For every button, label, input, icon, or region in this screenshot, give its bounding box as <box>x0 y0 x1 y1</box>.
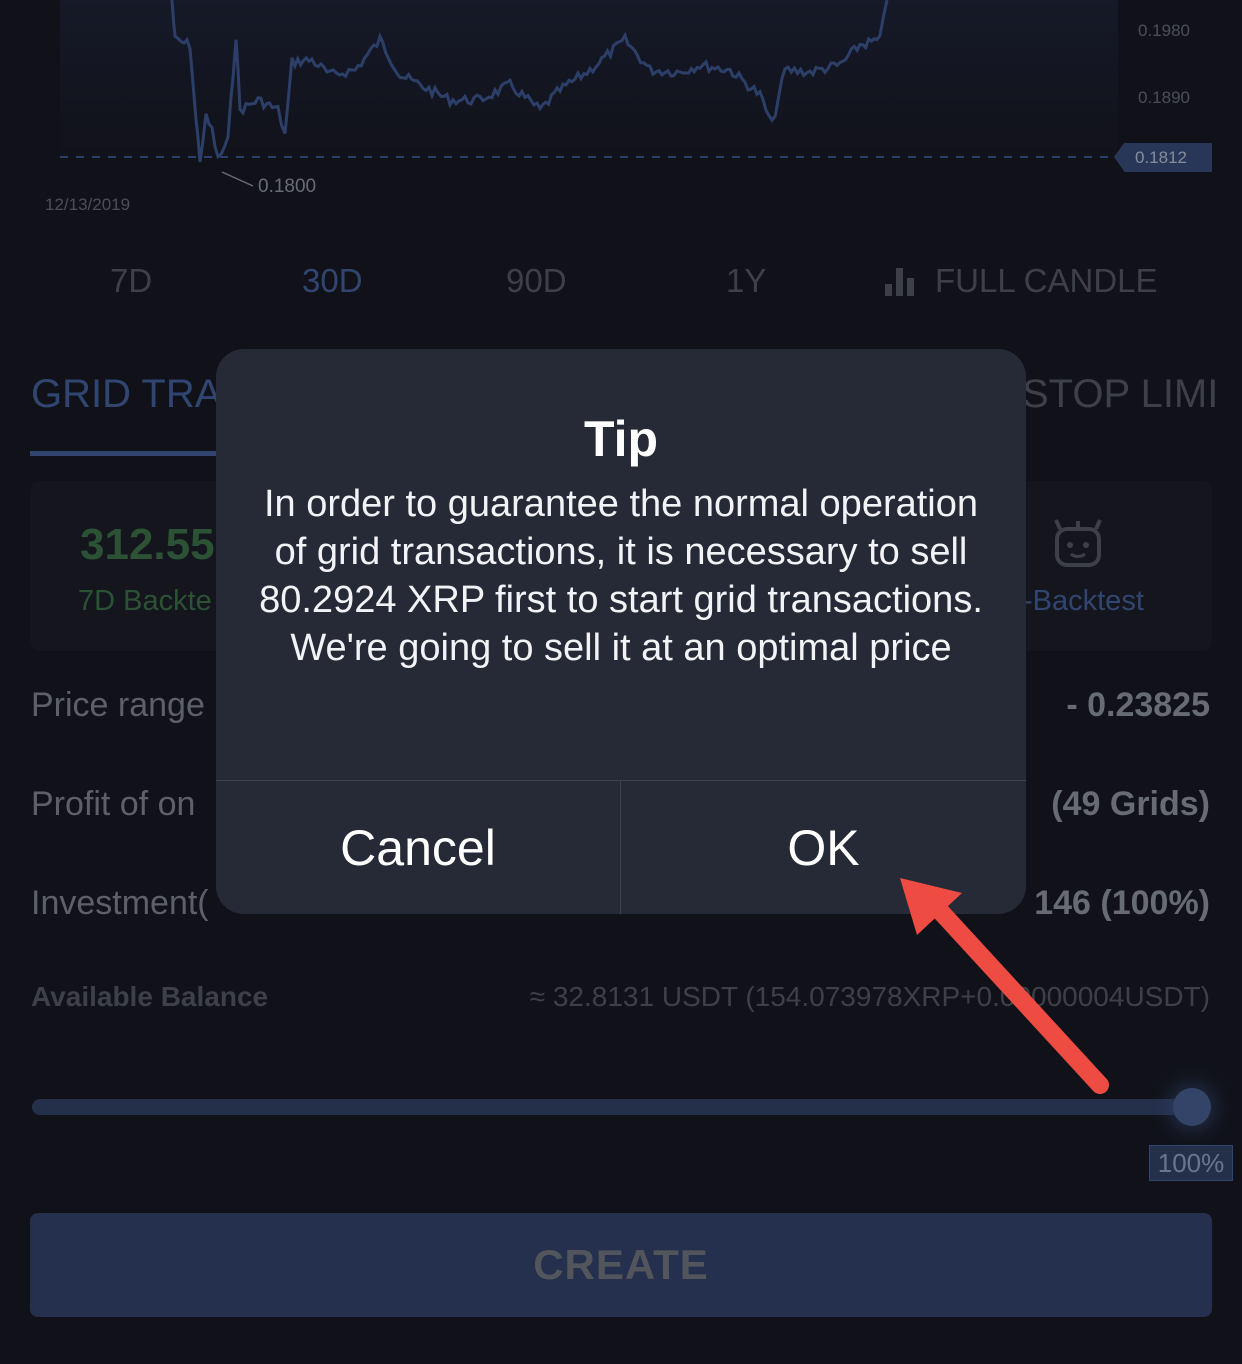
create-button[interactable]: CREATE <box>30 1213 1212 1317</box>
price-range-label: Price range <box>31 686 205 724</box>
tab-1y[interactable]: 1Y <box>726 262 767 299</box>
price-series-line <box>170 0 889 163</box>
tab-30d[interactable]: 30D <box>302 262 363 299</box>
price-range-value: - 0.23825 <box>1066 686 1210 724</box>
bar-chart-icon <box>885 266 917 296</box>
investment-value: 146 (100%) <box>1034 884 1210 922</box>
backtest-label: 7D Backte <box>78 585 212 617</box>
current-price-tag: 0.1812 <box>1114 143 1212 172</box>
low-price-leader <box>221 171 254 187</box>
tab-grid-trading[interactable]: GRID TRA <box>31 372 222 416</box>
period-tabs: 7D 30D 90D 1Y FULL CANDLE <box>0 262 1242 307</box>
backtest-card[interactable] <box>30 481 230 651</box>
chart-area <box>60 0 1118 160</box>
dialog-message: In order to guarantee the normal operati… <box>259 483 983 669</box>
tab-7d[interactable]: 7D <box>110 262 153 299</box>
tab-90d[interactable]: 90D <box>506 262 567 299</box>
backtest-value: 312.55 <box>80 520 215 569</box>
dialog-title: Tip <box>583 411 659 467</box>
y-axis-tick: 0.1890 <box>1138 88 1190 107</box>
dialog-button-divider <box>620 781 621 914</box>
dialog-divider <box>216 780 1026 781</box>
investment-slider-thumb[interactable] <box>1173 1088 1211 1126</box>
y-axis-tick: 0.1980 <box>1138 21 1190 40</box>
investment-label: Investment( <box>31 884 209 922</box>
ai-backtest-label: -Backtest <box>1023 585 1144 617</box>
available-balance-label: Available Balance <box>31 981 269 1012</box>
low-price-label: 0.1800 <box>258 176 317 197</box>
tab-stop-limit[interactable]: STOP LIMI <box>1022 372 1219 416</box>
price-chart-svg <box>60 0 1124 187</box>
investment-slider-track[interactable] <box>32 1099 1192 1115</box>
available-balance-value: ≈ 32.8131 USDT (154.073978XRP+0.00000004… <box>529 981 1210 1012</box>
active-tab-indicator <box>30 451 230 456</box>
price-chart: 0.1980 0.1890 0.1812 0.1800 12/13/2019 <box>0 0 1242 230</box>
profit-per-grid-value: (49 Grids) <box>1051 785 1210 823</box>
robot-icon <box>1054 519 1102 567</box>
slider-percent-label: 100% <box>1149 1145 1233 1181</box>
start-date-label: 12/13/2019 <box>45 195 131 214</box>
ai-backtest-card[interactable] <box>1016 481 1212 651</box>
profit-per-grid-label: Profit of on <box>31 785 196 823</box>
ok-button[interactable]: OK <box>621 781 1026 914</box>
full-candle-button[interactable]: FULL CANDLE <box>885 262 1158 300</box>
cancel-button[interactable]: Cancel <box>216 781 620 914</box>
full-candle-label: FULL CANDLE <box>935 262 1158 299</box>
tip-dialog <box>216 349 1026 914</box>
